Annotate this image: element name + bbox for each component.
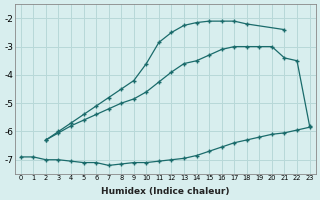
X-axis label: Humidex (Indice chaleur): Humidex (Indice chaleur) [101,187,229,196]
